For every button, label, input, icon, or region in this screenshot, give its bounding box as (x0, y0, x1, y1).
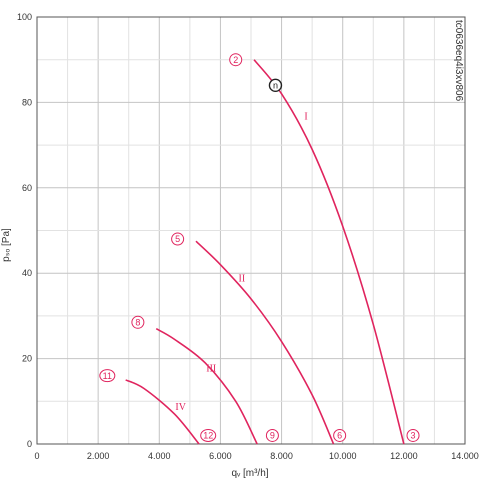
curve-label: IV (175, 402, 186, 413)
point-marker: 11 (99, 369, 116, 383)
marker-circle (268, 78, 283, 93)
y-tick-label: 0 (27, 439, 32, 449)
x-tick-label: 6.000 (209, 451, 232, 461)
grid (36, 16, 466, 445)
marker-label: 5 (175, 234, 180, 244)
curve-label: II (238, 274, 245, 285)
marker-label: 11 (103, 371, 112, 381)
marker-circle (171, 232, 185, 246)
marker-label: 6 (337, 431, 342, 441)
curve-III (155, 328, 258, 445)
tick-labels: 0 2.000 4.000 6.000 8.000 10.000 12.000 14.000 0… (17, 12, 479, 461)
marker-label: 12 (203, 431, 213, 441)
marker-label: n (273, 81, 278, 91)
point-markers: 2 n 5 8 11 12 9 6 3 (99, 53, 420, 442)
point-marker: n (268, 78, 283, 93)
y-tick-label: 60 (22, 183, 32, 193)
point-marker: 5 (171, 232, 185, 246)
diagram-code: tc0636eq4i3xv806 (453, 20, 464, 102)
x-axis-label: qᵥ [m³/h] (231, 468, 268, 479)
marker-circle (333, 428, 347, 442)
y-tick-label: 80 (22, 97, 32, 107)
x-tick-label: 8.000 (270, 451, 293, 461)
curve-label: III (206, 363, 216, 374)
marker-circle (406, 428, 420, 442)
curve-label: I (304, 111, 307, 122)
marker-circle (200, 428, 217, 442)
plot-frame (36, 16, 466, 445)
x-tick-label: 0 (34, 451, 39, 461)
y-tick-label: 100 (17, 12, 32, 22)
marker-label: 8 (135, 318, 140, 328)
x-tick-label: 12.000 (390, 451, 418, 461)
marker-circle (131, 315, 145, 329)
point-marker: 3 (406, 428, 420, 442)
y-axis-label: pₛₒ [Pa] (1, 228, 12, 262)
marker-label: 3 (411, 431, 416, 441)
x-tick-label: 2.000 (87, 451, 110, 461)
point-marker: 9 (265, 428, 279, 442)
x-tick-label: 4.000 (148, 451, 171, 461)
x-tick-label: 14.000 (451, 451, 479, 461)
fan-curves (125, 59, 405, 445)
point-marker: 6 (333, 428, 347, 442)
point-marker: 2 (229, 53, 243, 67)
marker-label: 2 (233, 55, 238, 65)
curve-I (253, 59, 405, 445)
marker-label: 9 (270, 431, 275, 441)
curve-IV (125, 379, 200, 445)
y-tick-label: 40 (22, 268, 32, 278)
marker-circle (229, 53, 243, 67)
y-tick-label: 20 (22, 354, 32, 364)
marker-circle (265, 428, 279, 442)
point-marker: 12 (200, 428, 217, 442)
x-tick-label: 10.000 (329, 451, 357, 461)
marker-circle (99, 369, 116, 383)
point-marker: 8 (131, 315, 145, 329)
curve-II (195, 240, 335, 445)
